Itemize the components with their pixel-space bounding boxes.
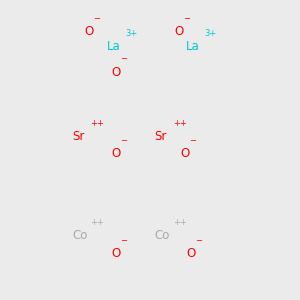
Text: O: O [111,65,120,79]
Text: 3+: 3+ [125,29,137,38]
Text: La: La [186,40,200,53]
Text: −: − [121,55,128,64]
Text: O: O [186,247,195,260]
Text: −: − [190,136,196,145]
Text: O: O [174,25,183,38]
Text: O: O [111,247,120,260]
Text: −: − [184,14,190,23]
Text: Sr: Sr [154,130,167,143]
Text: 3+: 3+ [205,29,217,38]
Text: −: − [94,14,100,23]
Text: ++: ++ [91,119,104,128]
Text: Sr: Sr [72,130,84,143]
Text: Co: Co [72,229,87,242]
Text: Co: Co [154,229,170,242]
Text: ++: ++ [91,218,104,227]
Text: −: − [121,236,128,245]
Text: −: − [121,136,128,145]
Text: ++: ++ [173,119,187,128]
Text: O: O [180,147,189,160]
Text: O: O [111,147,120,160]
Text: −: − [196,236,202,245]
Text: La: La [106,40,120,53]
Text: ++: ++ [173,218,187,227]
Text: O: O [84,25,93,38]
